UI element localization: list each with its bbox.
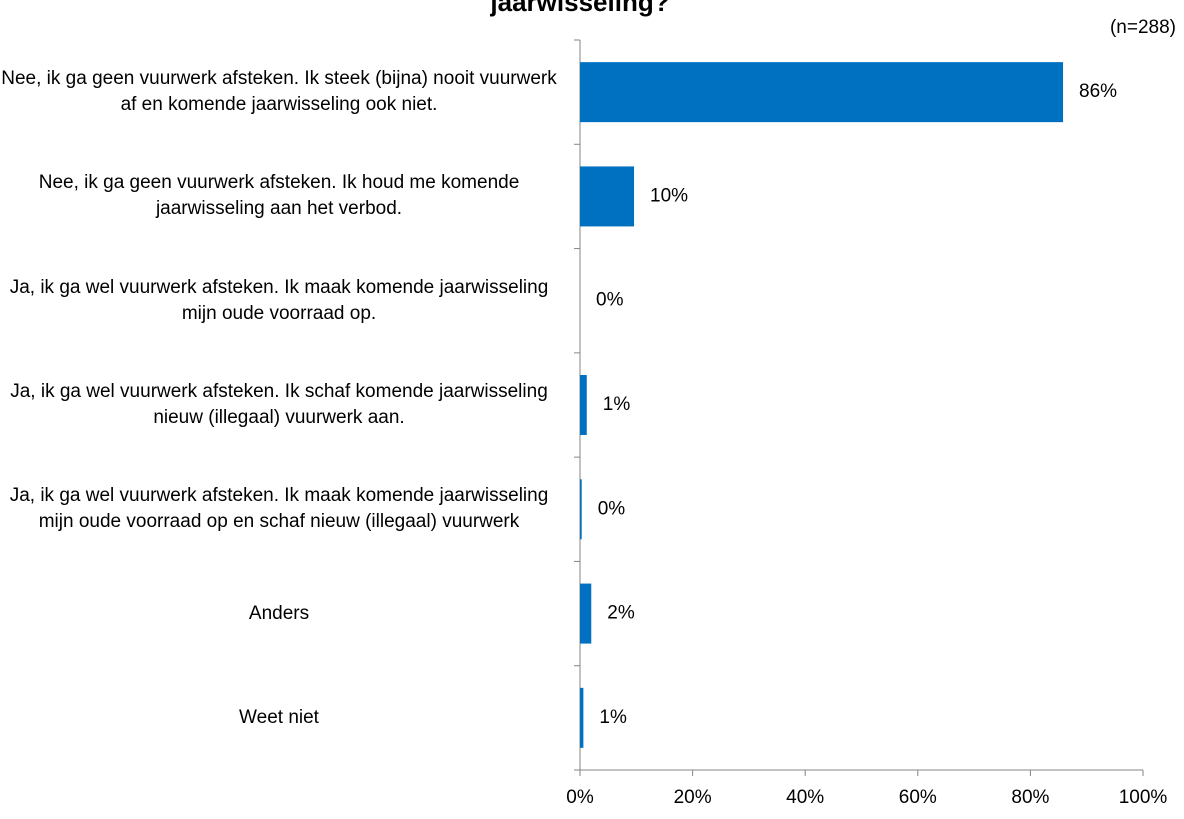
bar [580, 375, 587, 435]
annotation: (n=288) [1110, 17, 1176, 38]
category-label: Ja, ik ga wel vuurwerk afsteken. Ik maak… [9, 485, 549, 533]
value-label: 0% [598, 498, 626, 519]
category-label: Nee, ik ga geen vuurwerk afsteken. Ik ho… [38, 172, 520, 220]
value-label: 10% [650, 185, 688, 206]
bar [580, 166, 635, 227]
x-tick-label: 40% [786, 787, 824, 808]
value-label: 0% [596, 290, 624, 311]
value-label: 1% [603, 394, 631, 415]
value-label: 2% [607, 603, 635, 624]
value-label: 86% [1079, 81, 1117, 102]
category-label: Nee, ik ga geen vuurwerk afsteken. Ik st… [1, 68, 557, 116]
bar [580, 479, 582, 540]
x-tick-label: 60% [899, 787, 937, 808]
x-tick-label: 20% [674, 787, 712, 808]
category-label: Anders [248, 602, 310, 624]
x-tick-label: 100% [1119, 787, 1168, 808]
value-label: 1% [599, 707, 627, 728]
bar [580, 687, 584, 748]
chart-title: jaarwisseling? [489, 0, 669, 17]
x-tick-label: 80% [1011, 787, 1049, 808]
bar [580, 583, 592, 644]
category-label: Ja, ik ga wel vuurwerk afsteken. Ik scha… [10, 381, 548, 428]
category-label: Ja, ik ga wel vuurwerk afsteken. Ik maak… [9, 276, 549, 324]
bar [580, 62, 1064, 123]
category-label: Weet niet [239, 706, 319, 728]
x-tick-label: 0% [566, 787, 594, 808]
